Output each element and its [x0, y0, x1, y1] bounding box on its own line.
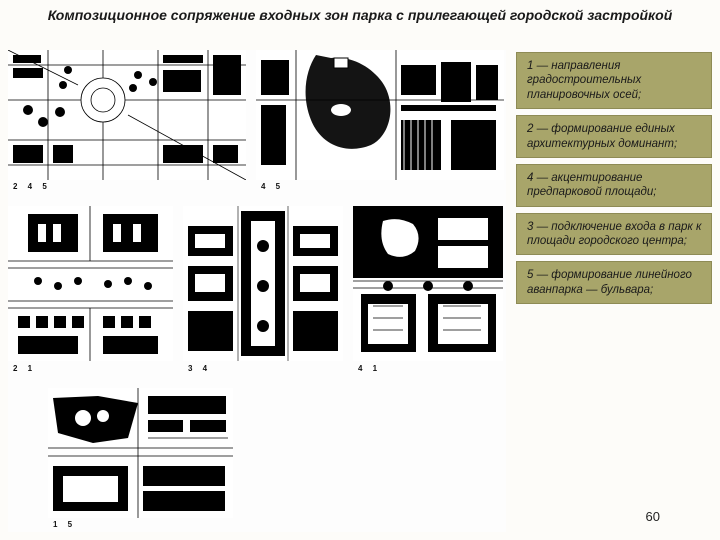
legend-item-3: 3 — подключение входа в парк к площади г… [516, 213, 712, 256]
legend-item-1: 1 — направления градостроительных планир… [516, 52, 712, 109]
map-5 [353, 206, 503, 361]
map-2 [256, 50, 504, 180]
legend-item-5: 5 — формирование линейного аванпарка — б… [516, 261, 712, 304]
caption-4: 3 4 [188, 364, 211, 373]
map-6 [48, 388, 233, 518]
legend-panel: 1 — направления градостроительных планир… [516, 52, 712, 310]
map-illustration-area: 2 4 5 4 5 [8, 50, 506, 532]
legend-item-2: 2 — формирование единых архитектурных до… [516, 115, 712, 158]
legend-item-4: 4 — акцентирование предпарковой площади; [516, 164, 712, 207]
caption-2: 4 5 [261, 182, 284, 191]
caption-1: 2 4 5 [13, 182, 51, 191]
slide-title: Композиционное сопряжение входных зон па… [40, 6, 680, 24]
map-3 [8, 206, 173, 361]
page-number: 60 [646, 509, 660, 524]
caption-6: 1 5 [53, 520, 76, 529]
map-1 [8, 50, 246, 180]
caption-3: 2 1 [13, 364, 36, 373]
map-4 [183, 206, 343, 361]
caption-5: 4 1 [358, 364, 381, 373]
